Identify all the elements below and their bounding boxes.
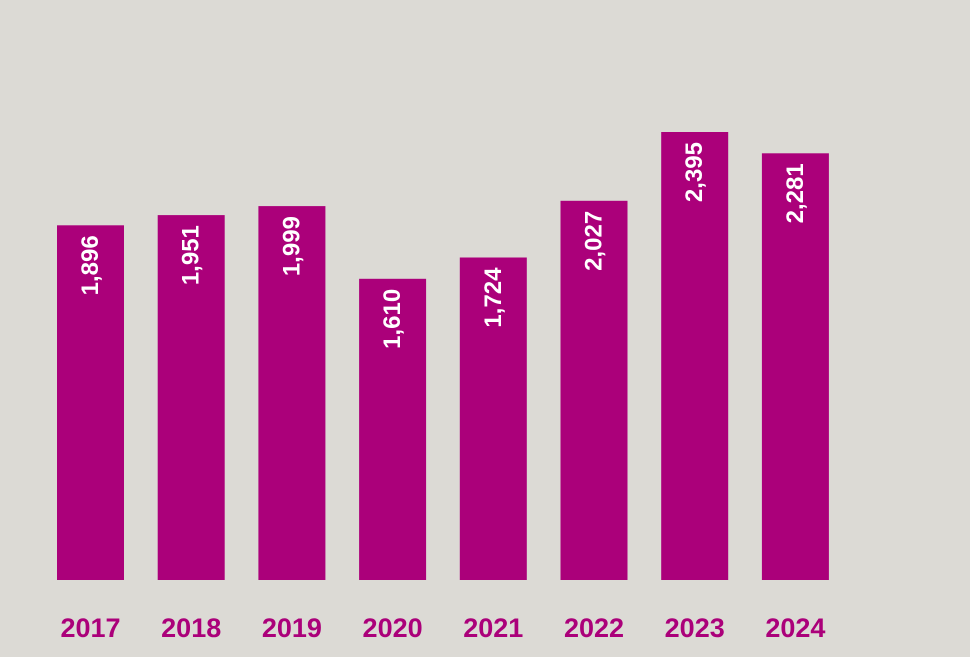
bar-value-label-2021: 1,724 bbox=[480, 267, 507, 328]
x-tick-label-2018: 2018 bbox=[161, 613, 221, 643]
bars-group bbox=[57, 132, 829, 581]
x-tick-label-2021: 2021 bbox=[463, 613, 523, 643]
x-tick-label-2022: 2022 bbox=[564, 613, 624, 643]
bar-value-label-2023: 2,395 bbox=[681, 142, 708, 202]
value-labels-group: 1,896 1,951 1,999 1,610 1,724 2,027 2,395 2,281 bbox=[77, 142, 809, 349]
x-tick-label-2020: 2020 bbox=[363, 613, 423, 643]
bar-2021 bbox=[459, 257, 527, 580]
x-tick-label-2024: 2024 bbox=[765, 613, 825, 643]
bar-2018 bbox=[157, 215, 225, 580]
bar-2019 bbox=[258, 206, 326, 580]
x-axis-tick-labels: 2017 2018 2019 2020 2021 2022 2023 2024 bbox=[60, 613, 825, 643]
bar-value-label-2019: 1,999 bbox=[278, 216, 305, 276]
x-tick-label-2019: 2019 bbox=[262, 613, 322, 643]
bar-value-label-2022: 2,027 bbox=[581, 211, 608, 271]
bar-value-label-2017: 1,896 bbox=[77, 235, 104, 295]
bar-2022 bbox=[560, 200, 628, 581]
x-tick-label-2017: 2017 bbox=[60, 613, 120, 643]
bar-2017 bbox=[57, 225, 124, 581]
bar-2023 bbox=[661, 132, 729, 580]
bar-2024 bbox=[761, 153, 829, 581]
bar-value-label-2024: 2,281 bbox=[782, 163, 809, 223]
bar-2020 bbox=[359, 278, 427, 580]
bar-value-label-2020: 1,610 bbox=[379, 289, 406, 349]
x-tick-label-2023: 2023 bbox=[665, 613, 725, 643]
bar-value-label-2018: 1,951 bbox=[178, 225, 205, 285]
